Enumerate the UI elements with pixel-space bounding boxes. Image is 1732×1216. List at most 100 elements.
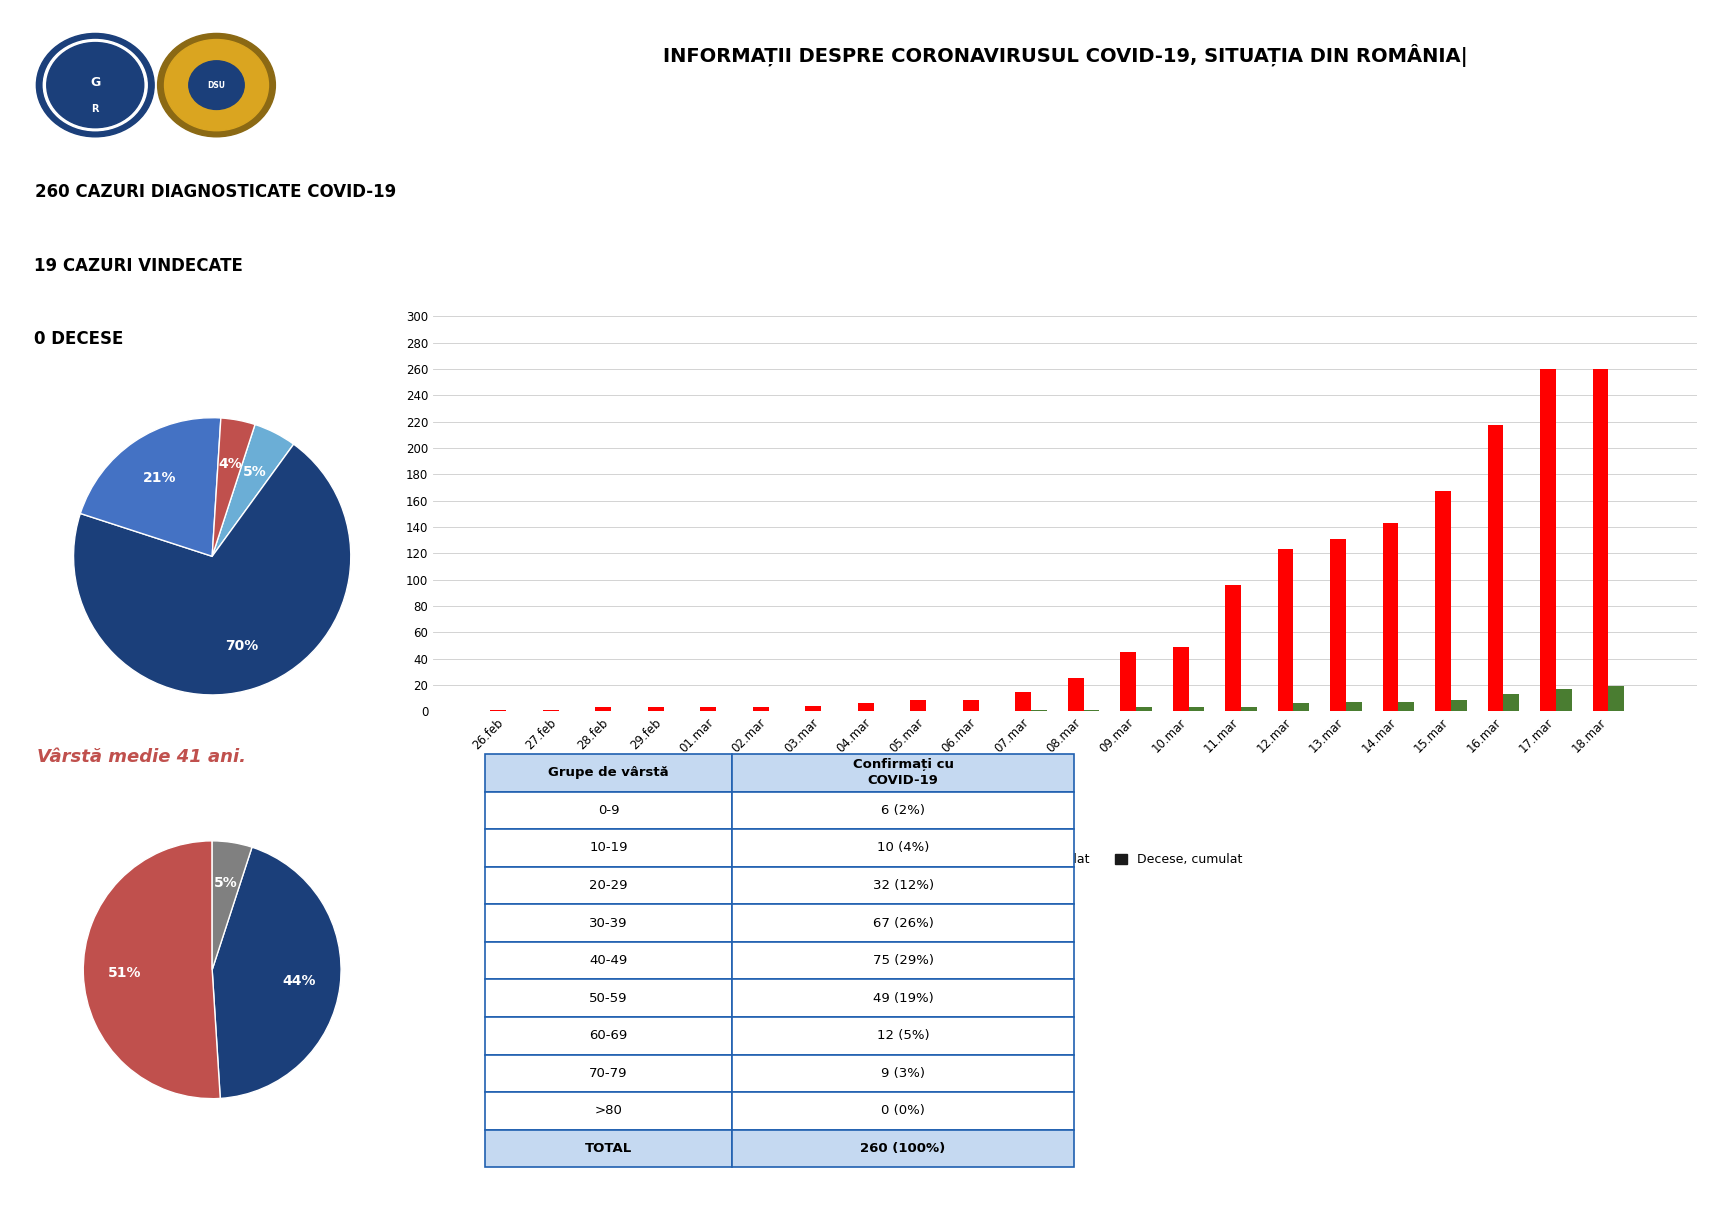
Text: 67 (26%): 67 (26%) [873, 917, 934, 929]
Bar [1451, 699, 1467, 711]
Wedge shape [73, 444, 352, 694]
Bar [1540, 368, 1555, 711]
Bar [733, 1092, 1074, 1130]
Text: 12 (5%): 12 (5%) [876, 1029, 930, 1042]
Bar [1031, 710, 1046, 711]
Text: DSU: DSU [208, 80, 225, 90]
Bar [1503, 694, 1519, 711]
Circle shape [43, 39, 147, 131]
Text: 30-39: 30-39 [589, 917, 629, 929]
Bar [733, 754, 1074, 792]
Text: 44%: 44% [282, 974, 315, 987]
Circle shape [165, 39, 268, 131]
Bar [485, 942, 733, 979]
Bar [700, 708, 715, 711]
Text: 60-69: 60-69 [589, 1029, 627, 1042]
Bar [733, 942, 1074, 979]
Bar [485, 905, 733, 942]
Bar [1084, 710, 1100, 711]
Bar [1173, 647, 1188, 711]
Bar [733, 1054, 1074, 1092]
Bar [805, 706, 821, 711]
Circle shape [189, 61, 244, 109]
Bar [485, 979, 733, 1017]
Text: R: R [92, 105, 99, 114]
Bar [733, 979, 1074, 1017]
Bar [485, 1092, 733, 1130]
Text: TOTAL: TOTAL [585, 1142, 632, 1155]
Wedge shape [83, 841, 220, 1098]
Text: 40-49: 40-49 [589, 955, 627, 967]
Wedge shape [213, 848, 341, 1098]
Bar [733, 1017, 1074, 1054]
Text: Grupe de vârstă: Grupe de vârstă [549, 766, 669, 779]
Bar [1593, 368, 1609, 711]
Bar [1225, 585, 1242, 711]
Bar [1121, 652, 1136, 711]
Bar [485, 1017, 733, 1054]
Bar [1188, 708, 1204, 711]
Bar [1278, 550, 1294, 711]
Bar [1436, 491, 1451, 711]
Bar [733, 905, 1074, 942]
Bar [485, 1130, 733, 1167]
Text: 75 (29%): 75 (29%) [873, 955, 934, 967]
Bar [857, 703, 873, 711]
Bar [1382, 523, 1398, 711]
Bar [1015, 692, 1031, 711]
Bar [1294, 703, 1309, 711]
Text: 5%: 5% [242, 466, 267, 479]
Wedge shape [211, 424, 294, 557]
Bar [733, 867, 1074, 905]
Bar [485, 754, 733, 792]
Circle shape [158, 33, 275, 137]
Text: >80: >80 [594, 1104, 622, 1118]
Text: 10-19: 10-19 [589, 841, 629, 855]
Wedge shape [80, 418, 222, 557]
Bar [753, 708, 769, 711]
Bar [733, 1130, 1074, 1167]
Bar [1488, 426, 1503, 711]
Text: 51%: 51% [107, 966, 142, 980]
Bar [1346, 702, 1361, 711]
Text: 10 (4%): 10 (4%) [876, 841, 930, 855]
Text: 21%: 21% [142, 472, 177, 485]
Text: INFORMAȚII DESPRE CORONAVIRUSUL COVID-19, SITUAȚIA DIN ROMÂNIA|: INFORMAȚII DESPRE CORONAVIRUSUL COVID-19… [663, 44, 1467, 67]
Text: 5%: 5% [215, 877, 237, 890]
Text: 70-79: 70-79 [589, 1066, 629, 1080]
Bar [490, 710, 506, 711]
Text: 6 (2%): 6 (2%) [882, 804, 925, 817]
Bar [485, 867, 733, 905]
Bar [542, 710, 559, 711]
Bar [485, 1054, 733, 1092]
Circle shape [36, 33, 154, 137]
Text: 50-59: 50-59 [589, 992, 629, 1004]
Bar [485, 792, 733, 829]
Bar [1330, 539, 1346, 711]
Bar [733, 829, 1074, 867]
Text: 32 (12%): 32 (12%) [873, 879, 934, 893]
Text: 70%: 70% [225, 638, 258, 653]
Text: 9 (3%): 9 (3%) [882, 1066, 925, 1080]
Bar [1398, 702, 1415, 711]
Text: 0-9: 0-9 [598, 804, 620, 817]
Text: 19 CAZURI VINDECATE: 19 CAZURI VINDECATE [35, 258, 242, 275]
Legend: Diagnosticați, cumulat, Vindecați, cumulat, Decese, cumulat: Diagnosticați, cumulat, Vindecați, cumul… [757, 848, 1247, 871]
Text: 49 (19%): 49 (19%) [873, 992, 934, 1004]
Text: G: G [90, 75, 100, 89]
Text: 20-29: 20-29 [589, 879, 629, 893]
Text: 0 DECESE: 0 DECESE [35, 331, 123, 348]
Bar [1609, 686, 1625, 711]
Text: 4%: 4% [218, 457, 242, 471]
Text: 0 (0%): 0 (0%) [882, 1104, 925, 1118]
Circle shape [47, 43, 144, 128]
Bar [1555, 689, 1571, 711]
Bar [733, 792, 1074, 829]
Text: 260 (100%): 260 (100%) [861, 1142, 946, 1155]
Bar [1136, 708, 1152, 711]
Text: 260 CAZURI DIAGNOSTICATE COVID-19: 260 CAZURI DIAGNOSTICATE COVID-19 [35, 182, 397, 201]
Bar [485, 829, 733, 867]
Text: Vârstă medie 41 ani.: Vârstă medie 41 ani. [36, 748, 246, 766]
Bar [1069, 679, 1084, 711]
Bar [1242, 708, 1257, 711]
